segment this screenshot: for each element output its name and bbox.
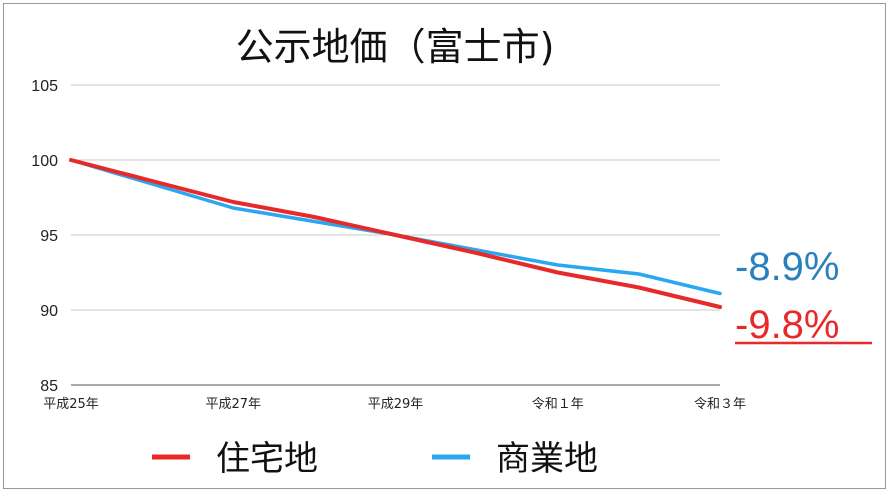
y-tick-label: 100 bbox=[31, 153, 58, 170]
y-tick-label: 85 bbox=[40, 378, 58, 395]
chart-title: 公示地価（富士市) bbox=[236, 25, 555, 69]
x-tick-label: 令和３年 bbox=[694, 397, 746, 412]
x-tick-label: 平成29年 bbox=[368, 397, 424, 412]
x-tick-label: 平成27年 bbox=[205, 397, 261, 412]
end-annotations: -8.9% -9.8% bbox=[735, 245, 872, 347]
x-tick-label: 平成25年 bbox=[43, 397, 99, 412]
x-axis-ticks: 平成25年 平成27年 平成29年 令和１年 令和３年 bbox=[43, 397, 746, 412]
series-line-residential bbox=[69, 158, 722, 309]
legend-label: 住宅地 bbox=[216, 439, 318, 479]
series-line-commercial bbox=[69, 158, 722, 296]
y-tick-label: 95 bbox=[40, 228, 58, 245]
legend: 住宅地 商業地 bbox=[152, 439, 598, 479]
x-tick-label: 令和１年 bbox=[532, 397, 584, 412]
y-axis-ticks: 85 90 95 100 105 bbox=[31, 78, 58, 395]
annotation-commercial: -8.9% bbox=[735, 245, 840, 289]
annotation-residential: -9.8% bbox=[735, 303, 840, 347]
y-tick-label: 105 bbox=[31, 78, 58, 95]
legend-label: 商業地 bbox=[496, 439, 598, 479]
y-tick-label: 90 bbox=[40, 303, 58, 320]
series-lines bbox=[69, 158, 722, 309]
gridlines bbox=[71, 84, 720, 386]
